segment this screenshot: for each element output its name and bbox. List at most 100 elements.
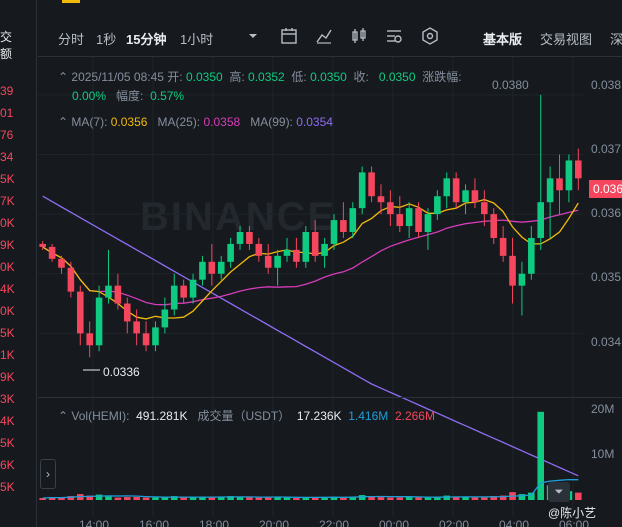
candle-body xyxy=(311,232,319,256)
volume-info-line: ⌃ Vol(HEMI): 491.281K 成交量（USDT） 17.236K … xyxy=(58,407,435,424)
volume-bar xyxy=(377,497,385,500)
candle-body xyxy=(199,261,206,280)
left-column-value: 34 xyxy=(0,150,14,164)
volume-bar xyxy=(58,497,65,500)
price-tick-0038: 0.038 xyxy=(591,78,622,92)
candle-body xyxy=(387,202,394,215)
left-column-header: 交额 xyxy=(0,30,13,61)
candle-body xyxy=(396,214,404,227)
time-tick-label: 14:00 xyxy=(79,518,109,527)
volume-bar xyxy=(246,497,253,500)
left-column-value: 0K xyxy=(0,216,15,230)
interval-tab-timeline[interactable]: 分时 xyxy=(58,32,85,47)
volume-bar xyxy=(217,497,225,500)
volume-bar xyxy=(227,496,234,500)
candle-body xyxy=(321,243,328,256)
volume-bar xyxy=(452,497,460,500)
candlestick-chart[interactable]: 14:00 16:00 18:00 20:00 22:00 00:00 02:00 04:00… xyxy=(38,57,622,527)
volume-bar xyxy=(95,494,103,500)
time-tick-label: 22:00 xyxy=(319,518,349,527)
drawing-tools-icon[interactable] xyxy=(385,27,403,45)
volume-label: Vol(HEMI): xyxy=(71,409,130,423)
candle-body xyxy=(575,160,582,179)
price-tick-0036: 0.036 xyxy=(591,206,622,220)
indicator-chart-icon[interactable] xyxy=(315,27,333,45)
candle-body xyxy=(114,285,122,304)
volume-bar xyxy=(236,496,244,500)
volume-bar xyxy=(39,498,46,500)
volume-bar xyxy=(133,497,140,500)
candle-body xyxy=(452,178,460,203)
signature: @陈小艺 xyxy=(548,506,597,520)
candle-body xyxy=(415,208,422,232)
volume-bar xyxy=(161,497,169,500)
ohlc-collapse-icon[interactable]: ⌃ xyxy=(58,70,69,84)
volume-bar xyxy=(67,496,75,500)
ma-info-line: ⌃ MA(7): 0.0356 MA(25): 0.0358 MA(99): 0… xyxy=(58,115,333,129)
candle-body xyxy=(556,178,563,191)
volume-bar xyxy=(358,495,366,500)
left-column-value: 5K xyxy=(0,326,15,340)
volume-ma-a: 1.416M xyxy=(348,409,389,423)
left-column-value: 3K xyxy=(0,392,15,406)
volume-bar xyxy=(114,497,122,500)
volume-bar xyxy=(105,496,112,500)
interval-tab-1s[interactable]: 1秒 xyxy=(96,32,117,47)
volume-ma-line xyxy=(42,478,579,499)
volume-collapse-icon[interactable]: ⌃ xyxy=(58,409,69,423)
volume-bar xyxy=(499,495,507,500)
interval-dropdown-icon[interactable] xyxy=(246,29,264,47)
ohlc-change: 0.00% xyxy=(72,89,107,103)
volume-bar xyxy=(537,411,545,500)
interval-tab-1h[interactable]: 1小时 xyxy=(180,32,214,47)
volume-bar xyxy=(274,497,281,500)
view-tab-depth[interactable]: 深 xyxy=(610,32,622,47)
left-column-value: 1K xyxy=(0,348,15,362)
candle-body xyxy=(142,333,150,346)
ohlc-high-label: 高: xyxy=(229,70,245,84)
ma99-label: MA(99): xyxy=(250,115,293,129)
candle-body xyxy=(105,285,112,298)
volume-bar xyxy=(471,497,479,500)
time-tick-label: 06:00 xyxy=(559,518,589,527)
view-tab-tradingview[interactable]: 交易视图 xyxy=(540,32,593,47)
candle-body xyxy=(76,291,84,334)
interval-tab-15m[interactable]: 15分钟 xyxy=(126,32,167,47)
view-tab-basic[interactable]: 基本版 xyxy=(483,32,523,47)
ma99-line xyxy=(42,195,579,477)
ohlc-high: 0.0352 xyxy=(248,70,285,84)
left-column-value: 76 xyxy=(0,128,14,142)
candle-body xyxy=(246,232,253,244)
volume-bar xyxy=(490,496,498,500)
volume-bar xyxy=(189,496,197,500)
time-tick-label: 04:00 xyxy=(499,518,529,527)
volume-bar xyxy=(434,496,441,500)
collapse-panel-button[interactable]: ⏷ xyxy=(548,482,570,502)
ohlc-close-label: 收: xyxy=(353,70,369,84)
ohlc-change-label: 涨跌幅: xyxy=(422,70,462,84)
candle-body xyxy=(565,160,573,191)
scroll-right-button[interactable]: › xyxy=(40,459,56,489)
left-column-value: 4K xyxy=(0,414,15,428)
candle-body xyxy=(471,190,479,203)
volume-bar xyxy=(142,497,150,500)
candle-body xyxy=(133,321,140,334)
left-column-value: 0K xyxy=(0,260,15,274)
left-column-value: 9K xyxy=(0,370,15,384)
ma7-line xyxy=(42,198,579,320)
settings-icon[interactable] xyxy=(421,27,439,45)
candle-body xyxy=(546,178,554,203)
volume-bar xyxy=(396,497,404,500)
candle-body xyxy=(152,327,159,346)
ma-collapse-icon[interactable]: ⌃ xyxy=(58,115,69,129)
candle-style-icon[interactable] xyxy=(350,27,368,45)
candle-body xyxy=(208,261,216,274)
calendar-icon[interactable] xyxy=(280,27,298,45)
candle-body xyxy=(217,261,225,274)
ohlc-info-line: ⌃ 2025/11/05 08:45 开: 0.0350 高: 0.0352 低… xyxy=(58,68,462,85)
volume-bar xyxy=(528,492,535,500)
candle-body xyxy=(330,220,338,244)
left-column-value: 9K xyxy=(0,238,15,252)
candle-body xyxy=(528,237,535,274)
ma7-value: 0.0356 xyxy=(110,115,148,129)
